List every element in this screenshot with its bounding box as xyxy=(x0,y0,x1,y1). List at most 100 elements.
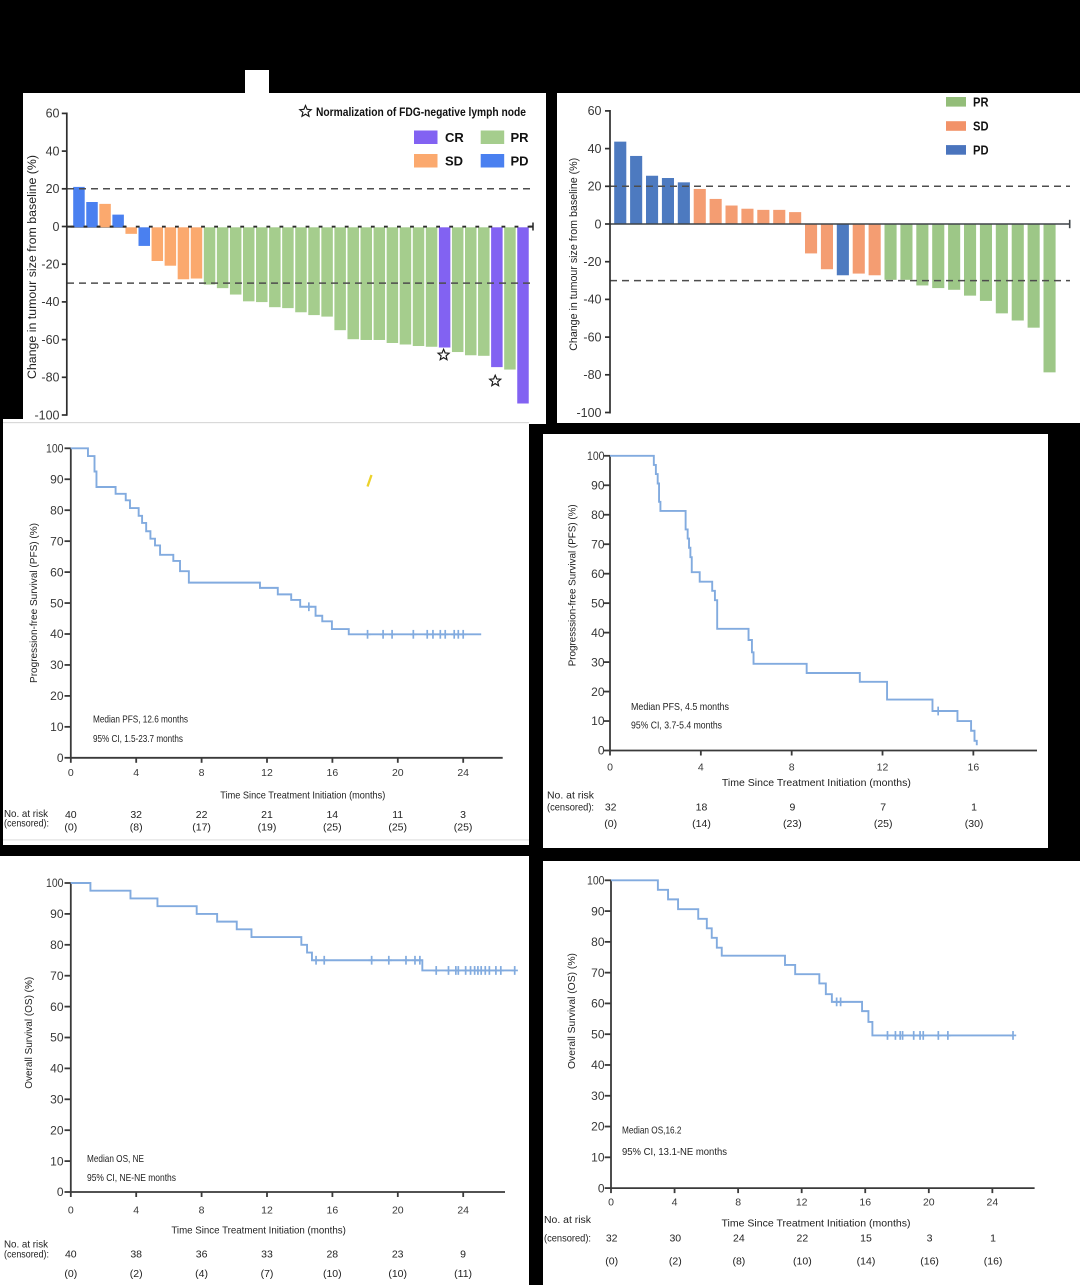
svg-text:12: 12 xyxy=(877,762,889,774)
svg-text:0: 0 xyxy=(608,1197,614,1209)
svg-text:4: 4 xyxy=(133,767,139,779)
svg-text:(8): (8) xyxy=(130,822,143,834)
svg-text:(14): (14) xyxy=(692,818,711,830)
svg-text:Time Since Treatment Initiatio: Time Since Treatment Initiation (months) xyxy=(722,1217,911,1229)
svg-text:0: 0 xyxy=(57,751,64,765)
svg-text:Time Since Treatment Initiatio: Time Since Treatment Initiation (months) xyxy=(722,777,911,789)
svg-text:PD: PD xyxy=(973,143,989,157)
svg-text:3: 3 xyxy=(927,1233,933,1245)
svg-text:(25): (25) xyxy=(454,822,473,834)
svg-text:80: 80 xyxy=(50,938,64,952)
svg-text:50: 50 xyxy=(591,596,605,610)
svg-text:32: 32 xyxy=(606,1233,618,1245)
svg-text:4: 4 xyxy=(133,1205,139,1217)
svg-text:(17): (17) xyxy=(192,822,211,834)
svg-text:20: 20 xyxy=(588,180,602,194)
svg-text:14: 14 xyxy=(326,809,338,821)
svg-text:20: 20 xyxy=(591,1120,605,1134)
svg-text:0: 0 xyxy=(68,767,74,779)
svg-text:0: 0 xyxy=(68,1205,74,1217)
svg-text:20: 20 xyxy=(50,689,64,703)
svg-text:(0): (0) xyxy=(604,818,617,830)
svg-text:-20: -20 xyxy=(583,255,601,269)
svg-text:20: 20 xyxy=(392,1205,404,1217)
svg-text:40: 40 xyxy=(591,1058,605,1072)
svg-text:(25): (25) xyxy=(874,818,893,830)
svg-text:100: 100 xyxy=(587,449,605,463)
svg-text:(0): (0) xyxy=(64,1268,77,1280)
svg-text:CR: CR xyxy=(445,130,464,145)
svg-text:40: 40 xyxy=(591,626,605,640)
svg-text:60: 60 xyxy=(50,565,64,579)
svg-text:40: 40 xyxy=(65,1249,77,1261)
svg-text:0: 0 xyxy=(53,220,60,234)
svg-text:7: 7 xyxy=(880,802,886,814)
svg-text:20: 20 xyxy=(50,1123,64,1137)
svg-text:11: 11 xyxy=(392,809,403,821)
svg-text:Normalization of FDG-negative: Normalization of FDG-negative lymph node xyxy=(316,105,526,119)
svg-text:Median PFS, 4.5 months: Median PFS, 4.5 months xyxy=(631,701,729,713)
svg-text:23: 23 xyxy=(392,1249,404,1261)
svg-text:(10): (10) xyxy=(793,1256,812,1268)
svg-text:90: 90 xyxy=(50,472,64,486)
svg-text:(7): (7) xyxy=(261,1268,274,1280)
svg-text:(censored):: (censored): xyxy=(4,1249,49,1261)
svg-text:20: 20 xyxy=(923,1197,935,1209)
svg-text:95% CI, NE-NE months: 95% CI, NE-NE months xyxy=(87,1172,176,1184)
svg-text:3: 3 xyxy=(460,809,466,821)
svg-text:20: 20 xyxy=(46,182,60,196)
svg-text:30: 30 xyxy=(591,1089,605,1103)
svg-text:PD: PD xyxy=(511,154,529,169)
svg-text:8: 8 xyxy=(199,1205,205,1217)
svg-text:95% CI, 3.7-5.4 months: 95% CI, 3.7-5.4 months xyxy=(631,720,722,732)
svg-text:36: 36 xyxy=(196,1249,208,1261)
svg-text:10: 10 xyxy=(50,1154,64,1168)
svg-text:10: 10 xyxy=(50,720,64,734)
svg-text:12: 12 xyxy=(796,1197,808,1209)
svg-text:16: 16 xyxy=(327,767,339,779)
svg-text:70: 70 xyxy=(591,966,605,980)
svg-text:18: 18 xyxy=(696,802,708,814)
svg-text:SD: SD xyxy=(973,120,989,134)
svg-text:50: 50 xyxy=(591,1027,605,1041)
svg-text:(0): (0) xyxy=(64,822,77,834)
svg-text:60: 60 xyxy=(591,997,605,1011)
svg-text:38: 38 xyxy=(130,1249,142,1261)
svg-text:-60: -60 xyxy=(41,333,59,347)
svg-text:-80: -80 xyxy=(583,368,601,382)
svg-text:Time Since Treatment Initiatio: Time Since Treatment Initiation (months) xyxy=(220,790,385,802)
svg-text:(23): (23) xyxy=(783,818,802,830)
svg-text:90: 90 xyxy=(591,904,605,918)
svg-text:95% CI, 1.5-23.7 months: 95% CI, 1.5-23.7 months xyxy=(93,733,183,745)
svg-text:8: 8 xyxy=(735,1197,741,1209)
svg-text:60: 60 xyxy=(588,104,602,118)
svg-text:(0): (0) xyxy=(605,1256,618,1268)
svg-text:22: 22 xyxy=(797,1233,809,1245)
svg-text:9: 9 xyxy=(460,1249,466,1261)
svg-text:0: 0 xyxy=(598,1181,605,1195)
svg-text:24: 24 xyxy=(457,1205,469,1217)
svg-text:9: 9 xyxy=(789,802,795,814)
svg-text:16: 16 xyxy=(859,1197,871,1209)
svg-text:40: 40 xyxy=(50,627,64,641)
svg-text:-80: -80 xyxy=(41,371,59,385)
svg-text:8: 8 xyxy=(789,762,795,774)
svg-text:(11): (11) xyxy=(454,1268,472,1280)
svg-text:PR: PR xyxy=(973,95,989,109)
svg-text:(censored):: (censored): xyxy=(544,1233,591,1245)
svg-text:90: 90 xyxy=(50,907,64,921)
svg-text:(4): (4) xyxy=(195,1268,208,1280)
svg-text:0: 0 xyxy=(598,744,605,758)
svg-text:(19): (19) xyxy=(258,822,277,834)
svg-text:12: 12 xyxy=(261,767,273,779)
svg-text:70: 70 xyxy=(50,969,64,983)
svg-text:40: 40 xyxy=(588,142,602,156)
svg-text:1: 1 xyxy=(971,802,977,814)
svg-text:Progression-free Survival (PFS: Progression-free Survival (PFS) (%) xyxy=(28,523,40,683)
svg-text:(10): (10) xyxy=(323,1268,342,1280)
svg-text:33: 33 xyxy=(261,1249,273,1261)
svg-text:Median OS, NE: Median OS, NE xyxy=(87,1153,144,1165)
svg-text:(10): (10) xyxy=(388,1268,407,1280)
svg-text:-40: -40 xyxy=(41,295,59,309)
svg-text:40: 40 xyxy=(65,809,77,821)
